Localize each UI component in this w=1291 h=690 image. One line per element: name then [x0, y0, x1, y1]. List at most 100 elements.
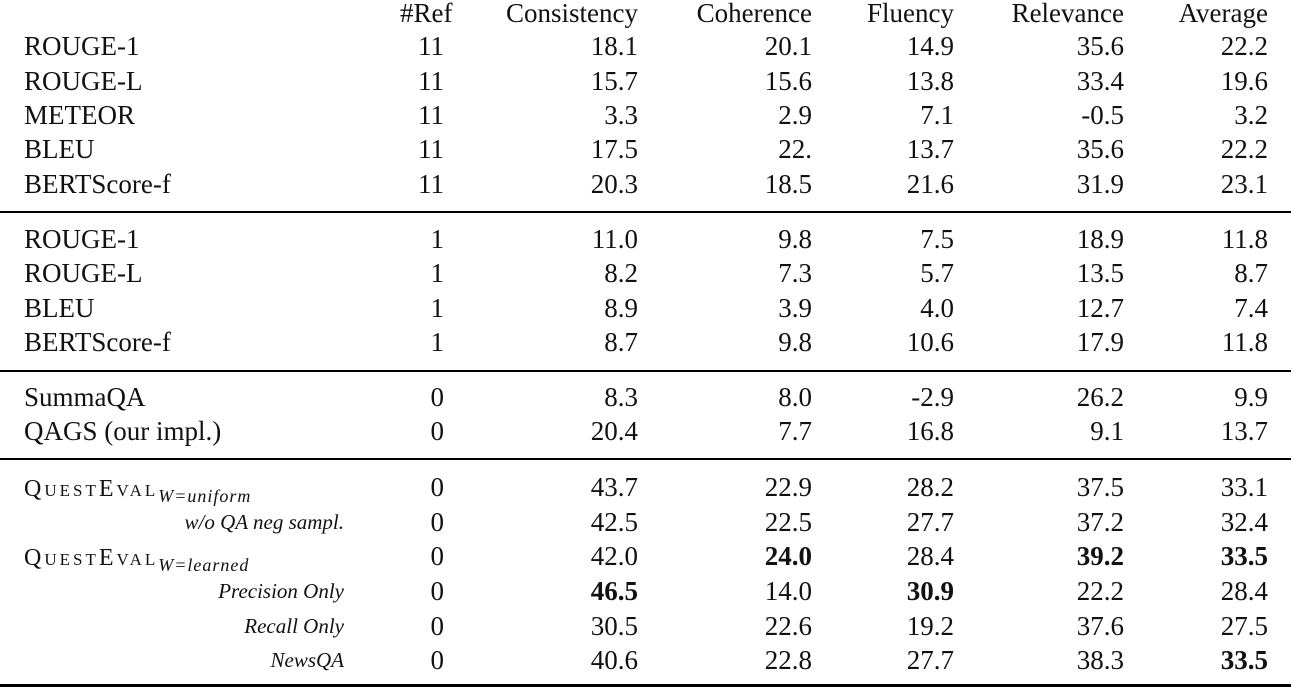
- table-row: ROUGE-1 1 11.0 9.8 7.5 18.9 11.8: [0, 222, 1291, 256]
- cell-relevance: 35.6: [1076, 31, 1124, 61]
- cell-coherence: 15.6: [764, 66, 812, 96]
- table-row: Precision Only 0 46.5 14.0 30.9 22.2 28.4: [0, 574, 1291, 608]
- metric-name: QuestEvalW=learned: [24, 539, 250, 575]
- cell-consistency: 3.3: [604, 100, 638, 130]
- cell-ref: 0: [430, 645, 445, 675]
- cell-coherence: 22.5: [764, 507, 812, 537]
- table-row: NewsQA 0 40.6 22.8 27.7 38.3 33.5: [0, 643, 1291, 677]
- cell-consistency: 20.3: [590, 169, 638, 199]
- cell-relevance: -0.5: [1081, 100, 1124, 130]
- cell-ref: 1: [430, 327, 445, 357]
- cell-relevance: 12.7: [1076, 293, 1124, 323]
- cell-fluency: 5.7: [920, 258, 954, 288]
- cell-consistency: 11.0: [591, 224, 638, 254]
- cell-fluency: 28.2: [906, 472, 954, 502]
- cell-average: 11.8: [1221, 327, 1268, 357]
- table-row: QAGS (our impl.) 0 20.4 7.7 16.8 9.1 13.7: [0, 414, 1291, 448]
- cell-ref: 1: [430, 258, 445, 288]
- cell-coherence: 22.9: [764, 472, 812, 502]
- cell-relevance: 22.2: [1076, 576, 1124, 606]
- cell-relevance: 37.2: [1076, 507, 1124, 537]
- cell-consistency: 40.6: [590, 645, 638, 675]
- cell-fluency: 14.9: [906, 31, 954, 61]
- metric-name: ROUGE-L: [24, 258, 143, 288]
- cell-consistency: 8.2: [604, 258, 638, 288]
- table-row: BLEU 11 17.5 22. 13.7 35.6 22.2: [0, 132, 1291, 166]
- metric-base: QuestEval: [24, 545, 159, 571]
- cell-coherence: 20.1: [764, 31, 812, 61]
- horizontal-rule: [0, 684, 1291, 687]
- cell-ref: 0: [430, 611, 445, 641]
- cell-average: 33.1: [1220, 472, 1268, 502]
- metric-name: BERTScore-f: [24, 169, 171, 199]
- cell-coherence: 7.3: [778, 258, 812, 288]
- cell-coherence: 9.8: [778, 327, 812, 357]
- cell-relevance: 26.2: [1076, 382, 1124, 412]
- metric-name: METEOR: [24, 100, 135, 130]
- cell-coherence: 3.9: [778, 293, 812, 323]
- metric-subscript: W=uniform: [158, 486, 252, 506]
- metric-name: SummaQA: [24, 382, 146, 412]
- table-row: w/o QA neg sampl. 0 42.5 22.5 27.7 37.2 32.4: [0, 505, 1291, 539]
- cell-ref: 1: [430, 293, 445, 323]
- cell-ref: 11: [418, 100, 444, 130]
- metric-base: QuestEval: [24, 476, 159, 502]
- metric-name: BLEU: [24, 134, 95, 164]
- metric-subscript: W=learned: [158, 555, 250, 575]
- cell-coherence: 14.0: [764, 576, 812, 606]
- cell-fluency: 27.7: [906, 645, 954, 675]
- cell-average: 33.5: [1220, 645, 1268, 675]
- cell-fluency: 16.8: [906, 416, 954, 446]
- cell-average: 22.2: [1220, 31, 1268, 61]
- cell-ref: 0: [430, 382, 445, 412]
- table-row: METEOR 11 3.3 2.9 7.1 -0.5 3.2: [0, 98, 1291, 132]
- cell-coherence: 7.7: [778, 416, 812, 446]
- cell-average: 22.2: [1220, 134, 1268, 164]
- cell-relevance: 37.6: [1076, 611, 1124, 641]
- header-average: Average: [1178, 0, 1268, 28]
- cell-average: 23.1: [1220, 169, 1268, 199]
- cell-consistency: 42.5: [590, 507, 638, 537]
- metric-name: Precision Only: [218, 579, 344, 603]
- cell-ref: 11: [418, 134, 444, 164]
- metric-name: QAGS (our impl.): [24, 416, 222, 446]
- cell-consistency: 8.9: [604, 293, 638, 323]
- header-ref: #Ref: [400, 0, 453, 28]
- cell-ref: 11: [418, 169, 444, 199]
- header-consistency: Consistency: [506, 0, 638, 28]
- cell-ref: 11: [418, 31, 444, 61]
- cell-coherence: 22.: [778, 134, 812, 164]
- metric-name: w/o QA neg sampl.: [184, 510, 344, 534]
- cell-ref: 0: [430, 416, 445, 446]
- cell-ref: 1: [430, 224, 445, 254]
- cell-ref: 11: [418, 66, 444, 96]
- cell-ref: 0: [430, 576, 445, 606]
- cell-fluency: 30.9: [906, 576, 954, 606]
- cell-relevance: 9.1: [1090, 416, 1124, 446]
- table-row: SummaQA 0 8.3 8.0 -2.9 26.2 9.9: [0, 380, 1291, 414]
- table-row: ROUGE-1 11 18.1 20.1 14.9 35.6 22.2: [0, 29, 1291, 63]
- table-row: QuestEvalW=learned 0 42.0 24.0 28.4 39.2 33.5: [0, 539, 1291, 575]
- cell-consistency: 15.7: [590, 66, 638, 96]
- cell-coherence: 22.8: [764, 645, 812, 675]
- cell-consistency: 8.3: [604, 382, 638, 412]
- cell-average: 9.9: [1234, 382, 1268, 412]
- metric-name: QuestEvalW=uniform: [24, 470, 252, 506]
- cell-average: 7.4: [1234, 293, 1268, 323]
- header-coherence: Coherence: [696, 0, 812, 28]
- table-row: BERTScore-f 1 8.7 9.8 10.6 17.9 11.8: [0, 325, 1291, 359]
- table-row: BLEU 1 8.9 3.9 4.0 12.7 7.4: [0, 291, 1291, 325]
- cell-relevance: 38.3: [1076, 645, 1124, 675]
- metric-name: NewsQA: [270, 648, 345, 672]
- cell-consistency: 20.4: [590, 416, 638, 446]
- cell-fluency: 7.1: [920, 100, 954, 130]
- table-row: Recall Only 0 30.5 22.6 19.2 37.6 27.5: [0, 609, 1291, 643]
- cell-fluency: -2.9: [911, 382, 954, 412]
- cell-fluency: 28.4: [906, 541, 954, 571]
- cell-relevance: 37.5: [1076, 472, 1124, 502]
- cell-fluency: 13.7: [906, 134, 954, 164]
- table-row: QuestEvalW=uniform 0 43.7 22.9 28.2 37.5 33.1: [0, 470, 1291, 506]
- header-row: #Ref Consistency Coherence Fluency Relev…: [0, 0, 1291, 30]
- cell-relevance: 35.6: [1076, 134, 1124, 164]
